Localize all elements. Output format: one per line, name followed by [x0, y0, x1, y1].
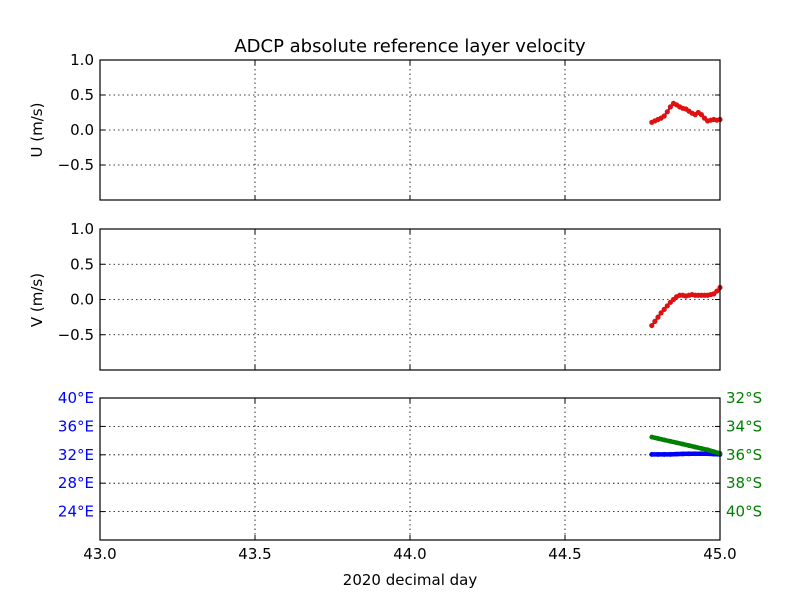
v-y-tick-label: −0.5 — [58, 326, 94, 344]
v-series — [649, 284, 723, 329]
u-ylabel: U (m/s) — [28, 103, 46, 158]
longitude-ticks: 40°E 36°E 32°E 28°E 24°E — [58, 389, 94, 521]
position-series — [649, 434, 723, 457]
v-data-point — [714, 288, 720, 294]
x-tick-label: 44.5 — [548, 545, 581, 563]
u-y-tick-label: 0.0 — [70, 121, 94, 139]
u-y-ticks: 1.0 0.5 0.0 −0.5 — [58, 51, 94, 174]
v-velocity-panel: 1.0 0.5 0.0 −0.5 V (m/s) — [28, 220, 723, 371]
u-y-tick-label: −0.5 — [58, 156, 94, 174]
latitude-tick-label: 38°S — [726, 474, 762, 492]
latitude-data-point — [680, 441, 686, 447]
u-panel-frame — [99, 59, 721, 201]
u-data-point — [664, 109, 670, 115]
longitude-data-point — [686, 451, 692, 457]
latitude-data-point — [661, 437, 667, 443]
latitude-tick-label: 40°S — [726, 503, 762, 521]
v-data-point — [661, 306, 667, 312]
latitude-data-point — [711, 449, 717, 455]
v-panel-frame — [99, 228, 721, 371]
u-data-point — [698, 112, 705, 118]
v-data-point — [652, 318, 658, 324]
latitude-data-point — [699, 446, 704, 451]
longitude-tick-label: 32°E — [58, 446, 94, 464]
longitude-data-point — [649, 452, 655, 457]
v-y-tick-label: 1.0 — [70, 220, 94, 238]
latitude-tick-label: 32°S — [726, 389, 762, 407]
latitude-data-point — [674, 440, 679, 446]
latitude-data-point — [705, 447, 710, 453]
longitude-data-point — [674, 451, 679, 457]
x-tick-label: 43.5 — [238, 545, 271, 563]
latitude-data-point — [692, 444, 698, 450]
u-data-point — [661, 113, 667, 119]
u-y-tick-label: 0.5 — [70, 86, 94, 104]
longitude-tick-label: 40°E — [58, 389, 94, 407]
v-y-ticks: 1.0 0.5 0.0 −0.5 — [58, 220, 94, 344]
longitude-data-point — [692, 451, 698, 457]
x-tick-label: 43.0 — [83, 545, 116, 563]
latitude-ticks: 32°S 34°S 36°S 38°S 40°S — [726, 389, 762, 521]
v-data-point — [658, 310, 664, 316]
longitude-data-point — [680, 451, 686, 457]
latitude-tick-label: 36°S — [726, 446, 762, 464]
longitude-data-point — [661, 452, 667, 457]
longitude-tick-label: 36°E — [58, 417, 94, 435]
v-y-tick-label: 0.0 — [70, 291, 94, 309]
latitude-data-point — [686, 443, 692, 448]
longitude-tick-label: 28°E — [58, 474, 94, 492]
latitude-tick-label: 34°S — [726, 417, 762, 435]
latitude-data-point — [649, 434, 655, 440]
latitude-data-point — [655, 436, 661, 441]
x-ticks: 43.0 43.5 44.0 44.5 45.0 — [83, 545, 736, 563]
v-grid — [99, 228, 721, 370]
u-data-point — [667, 104, 674, 110]
x-axis-label: 2020 decimal day — [343, 571, 478, 589]
longitude-data-point — [699, 451, 704, 457]
position-panel: 40°E 36°E 32°E 28°E 24°E 32°S 34°S 36°S 38°S 40°… — [58, 389, 762, 589]
longitude-data-point — [655, 452, 661, 457]
v-ylabel: V (m/s) — [28, 273, 46, 327]
v-data-point — [655, 314, 661, 320]
chart-title: ADCP absolute reference layer velocity — [234, 36, 586, 57]
longitude-tick-label: 24°E — [58, 503, 94, 521]
v-data-point — [664, 303, 670, 309]
x-tick-label: 44.0 — [393, 545, 426, 563]
x-tick-label: 45.0 — [703, 545, 736, 563]
u-y-tick-label: 1.0 — [70, 51, 94, 69]
v-y-tick-label: 0.5 — [70, 255, 94, 273]
longitude-data-point — [668, 451, 673, 457]
position-panel-frame — [99, 397, 721, 541]
u-velocity-panel: 1.0 0.5 0.0 −0.5 U (m/s) — [28, 51, 723, 201]
v-data-point — [649, 322, 655, 329]
u-series — [649, 100, 723, 125]
latitude-data-point — [668, 438, 673, 444]
